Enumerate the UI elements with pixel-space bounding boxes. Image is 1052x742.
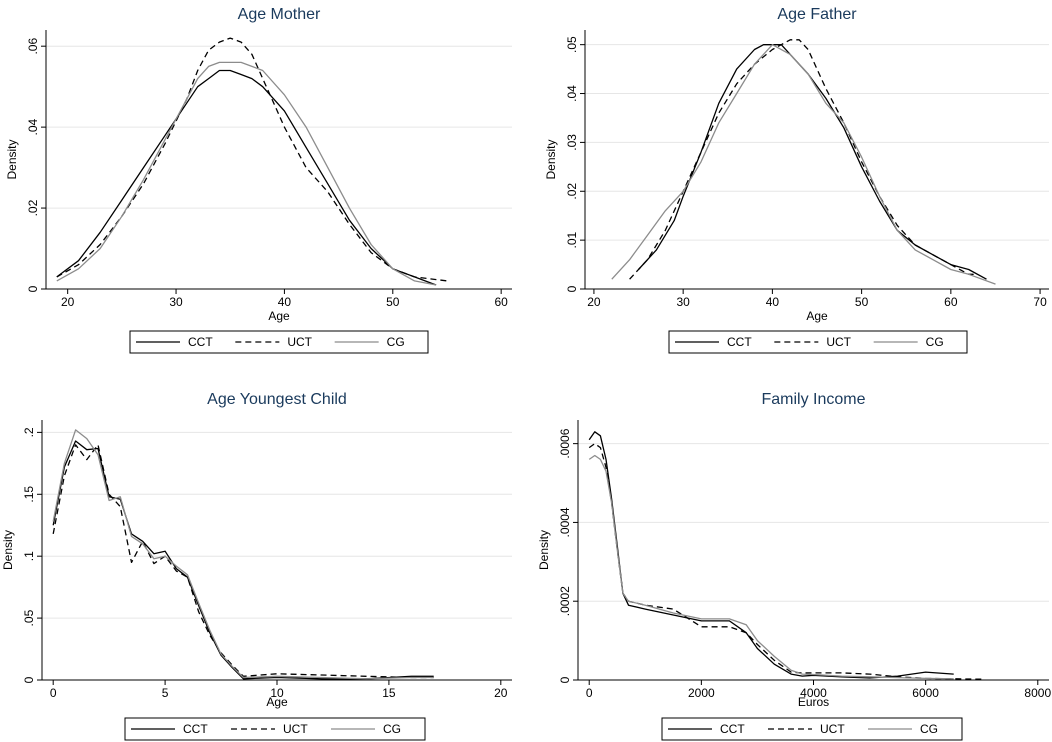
series-line-cct xyxy=(52,440,434,680)
panel-2: 0 .01 .02 .03 .04 .05 20 30 40 50 60 70 Age Father Ag… xyxy=(544,6,1049,354)
series-line-uct xyxy=(56,37,448,282)
chart-title: Family Income xyxy=(761,391,865,408)
x-tick-label: 0 xyxy=(586,686,593,700)
legend: CCT UCT CG xyxy=(124,717,426,741)
legend-label-cct: CCT xyxy=(183,722,208,736)
legend: CCT UCT CG xyxy=(668,330,968,354)
y-axis-label: Density xyxy=(544,139,558,179)
x-tick-label: 5 xyxy=(162,686,169,700)
y-tick-label: 0 xyxy=(565,285,579,292)
x-axis-label: Euros xyxy=(798,695,829,709)
x-tick-label: 20 xyxy=(587,295,601,309)
chart-title: Age Father xyxy=(777,6,857,23)
series-line-cct xyxy=(56,69,437,286)
panel-1: 0 .02 .04 .06 20 30 40 50 60 Age Mother Age Density… xyxy=(5,6,512,354)
x-axis-label: Age xyxy=(268,309,290,323)
y-tick-label: .04 xyxy=(26,118,40,135)
x-axis-label: Age xyxy=(806,309,828,323)
y-tick-label: .06 xyxy=(26,38,40,55)
x-axis-label: Age xyxy=(266,695,288,709)
y-tick-label: .2 xyxy=(22,427,36,437)
series-line-cct xyxy=(588,431,954,679)
legend-label-uct: UCT xyxy=(283,722,308,736)
x-tick-label: 0 xyxy=(50,686,57,700)
x-tick-label: 20 xyxy=(61,295,75,309)
series-line-uct xyxy=(629,39,978,280)
legend: CCT UCT CG xyxy=(661,717,963,741)
legend-label-cct: CCT xyxy=(188,335,213,349)
x-tick-label: 6000 xyxy=(912,686,939,700)
x-tick-label: 30 xyxy=(676,295,690,309)
y-axis-label: Density xyxy=(537,530,551,570)
x-tick-label: 30 xyxy=(169,295,183,309)
y-tick-label: .02 xyxy=(26,199,40,216)
legend-label-cg: CG xyxy=(383,722,401,736)
legend-label-cg: CG xyxy=(926,335,944,349)
series-line-cg xyxy=(56,61,437,286)
y-tick-label: 0 xyxy=(26,285,40,292)
x-tick-label: 10 xyxy=(270,686,284,700)
series-line-cct xyxy=(638,44,987,280)
y-tick-label: .01 xyxy=(565,231,579,248)
legend: CCT UCT CG xyxy=(129,330,429,354)
series-line-cg xyxy=(611,44,996,285)
y-tick-label: .1 xyxy=(22,551,36,561)
x-tick-label: 60 xyxy=(494,295,508,309)
x-tick-label: 20 xyxy=(494,686,508,700)
chart-title: Age Youngest Child xyxy=(207,391,347,408)
legend-label-cct: CCT xyxy=(720,722,745,736)
y-tick-label: .0004 xyxy=(558,507,572,537)
x-tick-label: 2000 xyxy=(688,686,715,700)
y-tick-label: .15 xyxy=(22,486,36,503)
series-line-cg xyxy=(52,429,434,680)
x-tick-label: 15 xyxy=(382,686,396,700)
series-line-cg xyxy=(588,454,954,680)
x-tick-label: 8000 xyxy=(1024,686,1051,700)
chart-title: Age Mother xyxy=(238,6,321,23)
panel-3: 0 .05 .1 .15 .2 0 5 10 15 20 Age Youngest Child Age… xyxy=(1,391,512,741)
y-tick-label: .05 xyxy=(22,609,36,626)
x-tick-label: 60 xyxy=(944,295,958,309)
legend-label-cg: CG xyxy=(920,722,938,736)
x-tick-label: 4000 xyxy=(800,686,827,700)
legend-label-cg: CG xyxy=(387,335,405,349)
legend-label-uct: UCT xyxy=(287,335,312,349)
y-tick-label: .0002 xyxy=(558,586,572,616)
panel-4: 0 .0002 .0004 .0006 0 2000 4000 6000 8000 Family … xyxy=(537,391,1051,741)
x-tick-label: 50 xyxy=(386,295,400,309)
y-tick-label: .05 xyxy=(565,36,579,53)
legend-label-cct: CCT xyxy=(727,335,752,349)
y-axis-label: Density xyxy=(5,139,19,179)
y-tick-label: 0 xyxy=(22,676,36,683)
x-tick-label: 70 xyxy=(1033,295,1047,309)
y-tick-label: .0006 xyxy=(558,428,572,458)
y-tick-label: .02 xyxy=(565,183,579,200)
x-tick-label: 50 xyxy=(855,295,869,309)
legend-label-uct: UCT xyxy=(820,722,845,736)
x-tick-label: 40 xyxy=(766,295,780,309)
legend-label-uct: UCT xyxy=(826,335,851,349)
y-tick-label: .03 xyxy=(565,134,579,151)
series-line-uct xyxy=(588,442,982,680)
y-axis-label: Density xyxy=(1,530,15,570)
y-tick-label: .04 xyxy=(565,85,579,102)
series-line-uct xyxy=(52,444,434,679)
x-tick-label: 40 xyxy=(278,295,292,309)
y-tick-label: 0 xyxy=(558,676,572,683)
